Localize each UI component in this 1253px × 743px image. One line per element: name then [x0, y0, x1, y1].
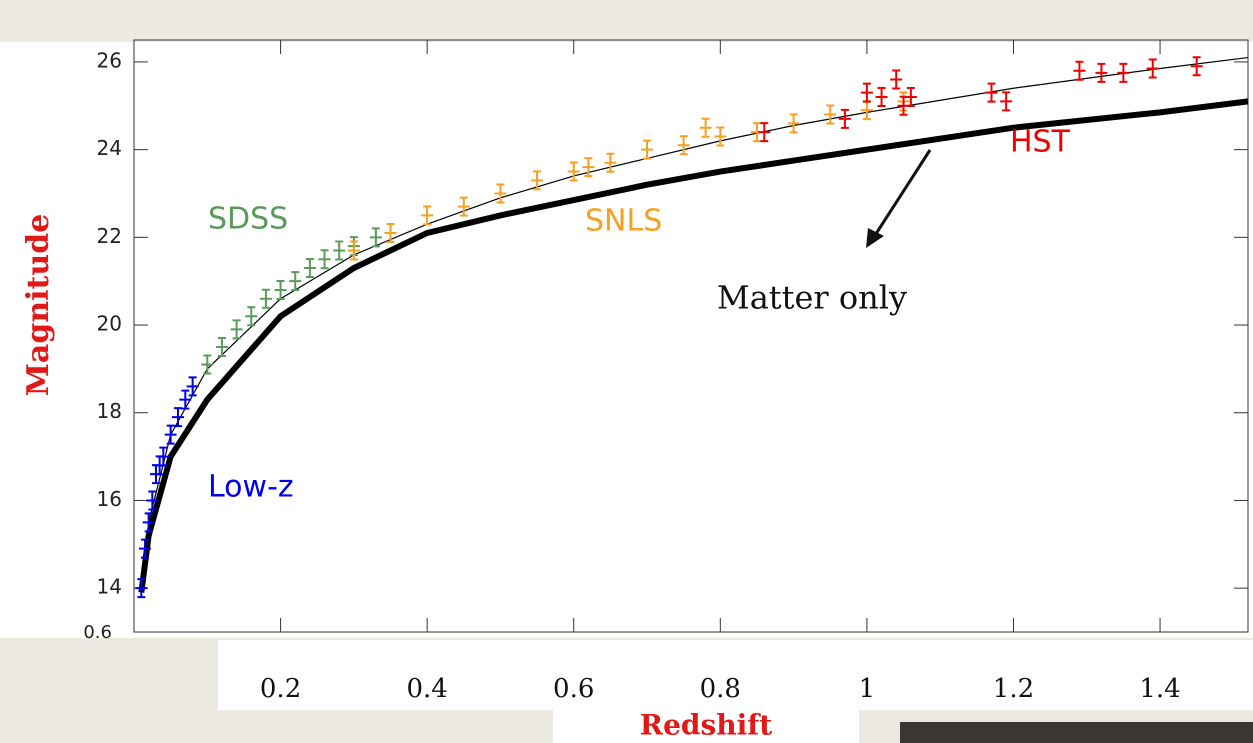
y-axis-label: Magnitude: [21, 214, 56, 397]
series-label: Low-z: [208, 470, 294, 505]
y-tick-label: 20: [97, 312, 122, 336]
data-point: [146, 490, 159, 511]
data-point: [201, 354, 214, 375]
y-tick-label: 14: [97, 575, 122, 599]
arrow-shaft: [870, 149, 932, 241]
data-point: [1095, 62, 1108, 83]
data-point: [1073, 60, 1086, 81]
data-point: [860, 100, 873, 121]
data-point: [531, 170, 544, 191]
data-point: [421, 205, 434, 226]
data-point: [904, 87, 917, 108]
y-tick-label: 16: [97, 487, 122, 511]
photo: [900, 722, 1253, 743]
model-curve: [138, 98, 1249, 593]
data-point: [714, 126, 727, 147]
data-point: [318, 249, 331, 270]
data-point: [824, 104, 837, 125]
data-point: [384, 222, 397, 243]
data-point: [245, 306, 258, 327]
x-tick-label: 0.6: [553, 674, 594, 704]
data-point: [758, 122, 771, 143]
x-tick-label: 1.4: [1139, 674, 1180, 704]
data-point: [138, 538, 151, 559]
data-point: [186, 376, 199, 397]
data-point: [860, 82, 873, 103]
x-label-box: [218, 640, 1253, 710]
data-point: [457, 196, 470, 217]
data-point: [875, 87, 888, 108]
data-point: [179, 389, 192, 410]
data-point: [838, 108, 851, 129]
data-point: [1190, 56, 1203, 77]
data-point: [347, 240, 360, 261]
data-point: [985, 82, 998, 103]
data-point: [1117, 62, 1130, 83]
x-tick-label: 1.2: [993, 674, 1034, 704]
data-point: [677, 135, 690, 156]
data-point: [142, 512, 155, 533]
series-label: HST: [1010, 125, 1071, 160]
data-point: [890, 69, 903, 90]
data-point: [157, 446, 170, 467]
x-tick-label: 0.4: [406, 674, 447, 704]
data-point: [787, 113, 800, 134]
series-label: SNLS: [585, 204, 662, 239]
data-point: [230, 319, 243, 340]
data-point: [135, 578, 148, 599]
y-tick-label: 24: [97, 136, 122, 160]
x-axis-label: Redshift: [640, 709, 772, 742]
data-point: [289, 271, 302, 292]
series-label: SDSS: [208, 202, 288, 237]
data-point: [303, 258, 316, 279]
y-tick-label: 18: [97, 399, 122, 423]
annotation: Matter only: [717, 279, 907, 317]
data-point: [567, 161, 580, 182]
data-point: [259, 288, 272, 309]
data-point: [1146, 58, 1159, 79]
data-point: [369, 227, 382, 248]
data-point: [333, 240, 346, 261]
plot-frame: [133, 39, 1249, 633]
data-point: [750, 122, 763, 143]
data-point: [494, 183, 507, 204]
title-box: [553, 710, 859, 743]
data-point: [164, 424, 177, 445]
y-tick-label: 22: [97, 224, 122, 248]
arrow-head: [866, 228, 884, 248]
residual-tick-label: 0.6: [83, 622, 112, 643]
data-point: [1000, 91, 1013, 112]
x-tick-label: 0.8: [700, 674, 741, 704]
data-point: [171, 407, 184, 428]
x-tick-label: 0.2: [260, 674, 301, 704]
data-point: [215, 336, 228, 357]
x-tick-label: 1: [859, 674, 876, 704]
data-point: [641, 139, 654, 160]
data-point: [582, 157, 595, 178]
data-point: [604, 152, 617, 173]
y-tick-label: 26: [97, 48, 122, 72]
plot-panel: [0, 42, 1253, 638]
data-point: [897, 95, 910, 116]
data-point: [274, 279, 287, 300]
data-point: [699, 117, 712, 138]
